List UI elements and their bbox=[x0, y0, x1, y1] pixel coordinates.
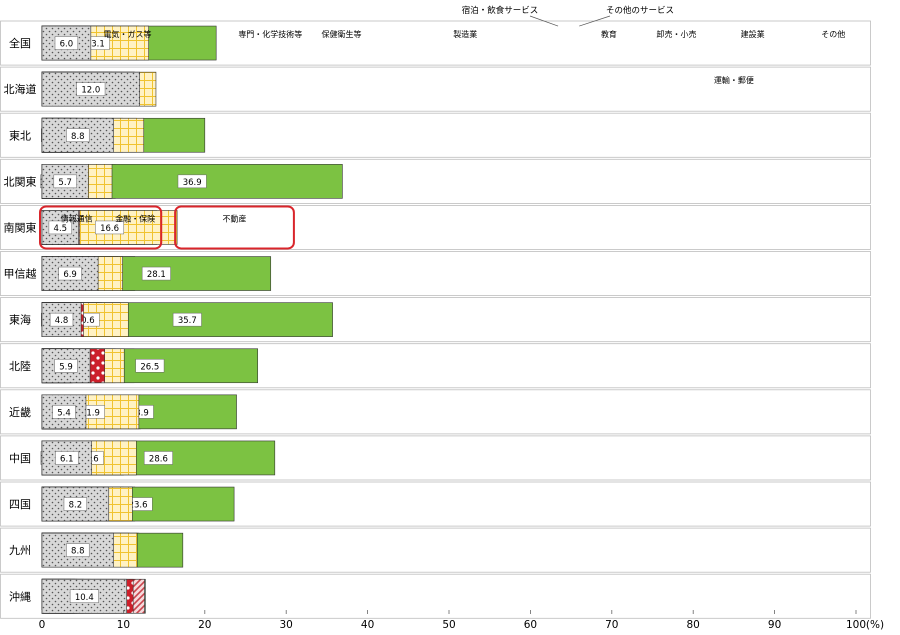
tick-label: 80 bbox=[687, 619, 700, 631]
data-label: 16.6 bbox=[100, 224, 119, 234]
data-label: 5.9 bbox=[59, 362, 73, 372]
data-label-box bbox=[69, 589, 99, 603]
segment-name-label: 運輸・郵便 bbox=[714, 75, 754, 85]
data-label-box bbox=[48, 220, 72, 235]
bar-segment bbox=[41, 210, 79, 245]
highlight-box bbox=[39, 205, 163, 250]
data-label-box bbox=[52, 405, 76, 419]
category-label: 北関東 bbox=[4, 175, 37, 188]
data-label-box bbox=[66, 128, 90, 142]
data-label: 23.9 bbox=[130, 408, 149, 418]
data-label: 13.1 bbox=[86, 40, 105, 50]
data-label-box bbox=[55, 451, 79, 465]
callout-label: その他のサービス bbox=[606, 5, 674, 16]
tick-label: 70 bbox=[605, 619, 618, 631]
data-label: 36.9 bbox=[183, 178, 202, 188]
data-label: 11.9 bbox=[81, 408, 100, 418]
data-label: 4.5 bbox=[54, 224, 68, 234]
data-label: 6.0 bbox=[60, 40, 74, 50]
segment-name-label: 電気・ガス等 bbox=[103, 29, 151, 39]
tick-label: 100 bbox=[846, 619, 866, 631]
segment-name-label: 不動産 bbox=[223, 213, 247, 223]
category-label: 四国 bbox=[9, 498, 31, 511]
segment-name-label: 専門・化学技術等 bbox=[238, 29, 302, 39]
data-label: 26.5 bbox=[140, 362, 159, 372]
data-label-box bbox=[143, 451, 173, 465]
data-label-box bbox=[141, 266, 171, 281]
tick-label: 60 bbox=[524, 619, 537, 631]
tick-label: 10 bbox=[117, 619, 130, 631]
segment-name-label: 製造業 bbox=[453, 29, 477, 39]
category-label: 甲信越 bbox=[4, 267, 37, 281]
x-axis: 0 10 20 30 40 50 60 70 80 90 100 (%) bbox=[39, 610, 884, 631]
category-label: 北海道 bbox=[4, 82, 37, 96]
category-label: 全国 bbox=[9, 36, 31, 50]
bars: 4.94.22.811.98.59.021.41.43.83.513.15.64… bbox=[40, 25, 343, 614]
category-label: 南関東 bbox=[4, 221, 37, 234]
data-label: 6.1 bbox=[60, 454, 74, 464]
data-label: 28.1 bbox=[147, 270, 166, 280]
data-label: 35.7 bbox=[178, 316, 197, 326]
data-label: 8.2 bbox=[69, 501, 83, 511]
category-label: 沖縄 bbox=[9, 589, 31, 603]
data-label: 6.9 bbox=[63, 270, 77, 280]
data-label-box bbox=[135, 359, 165, 373]
tick-label: 30 bbox=[280, 619, 293, 631]
segment-name-label: 情報通信 bbox=[61, 213, 93, 223]
segment-name-label: 保健衛生等 bbox=[322, 29, 362, 39]
data-label-box bbox=[66, 543, 90, 557]
data-label-box bbox=[54, 359, 78, 373]
data-label: 5.7 bbox=[58, 178, 72, 188]
data-label-box bbox=[49, 312, 74, 327]
data-label-box bbox=[177, 174, 207, 189]
data-label: 28.6 bbox=[149, 454, 168, 464]
tick-label: 40 bbox=[361, 619, 374, 631]
category-label: 東海 bbox=[9, 313, 31, 327]
category-label: 中国 bbox=[9, 452, 31, 465]
category-label: 九州 bbox=[9, 544, 31, 557]
highlight-box bbox=[174, 205, 295, 250]
data-label-box bbox=[95, 220, 125, 235]
data-label-box bbox=[54, 36, 79, 50]
segment-name-label: 卸売・小売 bbox=[657, 29, 697, 39]
callout-label: 宿泊・飲食サービス bbox=[462, 5, 539, 16]
data-label-box bbox=[172, 312, 202, 327]
segment-name-label: 建設業 bbox=[741, 29, 765, 39]
x-axis-unit: (%) bbox=[866, 619, 884, 631]
data-label-box bbox=[76, 82, 106, 96]
callout-line bbox=[529, 15, 559, 27]
tick-label: 50 bbox=[442, 619, 455, 631]
category-label: 近畿 bbox=[9, 405, 31, 419]
segment-name-label: 教育 bbox=[601, 29, 617, 39]
category-label: 北陸 bbox=[9, 360, 31, 373]
data-label: 12.0 bbox=[81, 86, 100, 96]
category-label: 東北 bbox=[9, 129, 31, 142]
data-label: 10.6 bbox=[76, 316, 95, 326]
data-label: 5.4 bbox=[57, 408, 71, 418]
callout-line bbox=[579, 15, 611, 27]
data-label-box bbox=[53, 174, 77, 189]
segment-name-label: その他 bbox=[821, 29, 845, 39]
tick-label: 0 bbox=[39, 619, 46, 631]
bar-segment bbox=[41, 302, 82, 337]
data-label: 10.4 bbox=[75, 593, 94, 603]
data-label: 4.8 bbox=[55, 316, 69, 326]
data-label-box bbox=[58, 266, 82, 281]
data-label: 8.8 bbox=[71, 547, 85, 557]
segment-name-label: 金融・保険 bbox=[115, 213, 155, 223]
tick-label: 20 bbox=[198, 619, 211, 631]
tick-label: 90 bbox=[768, 619, 781, 631]
data-label: 23.6 bbox=[129, 501, 148, 511]
data-label: 8.8 bbox=[71, 132, 85, 142]
data-label-box bbox=[63, 497, 88, 511]
